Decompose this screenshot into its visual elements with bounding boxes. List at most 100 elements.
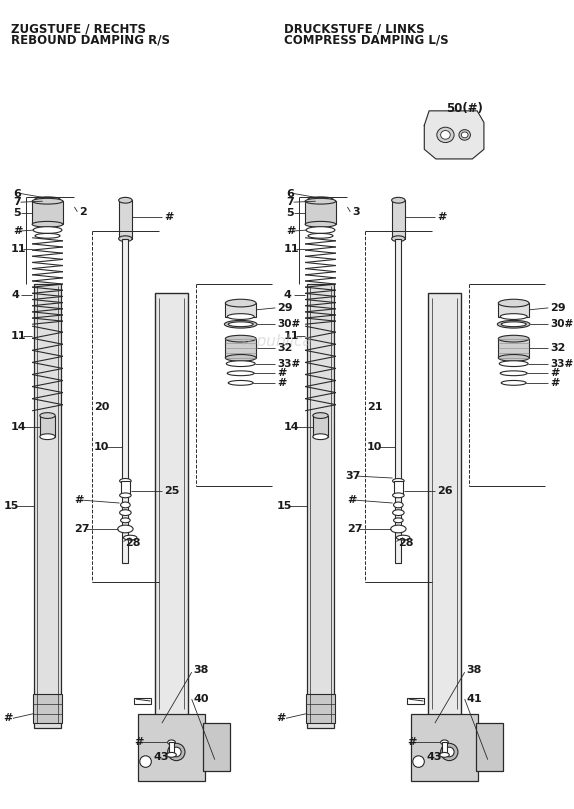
Ellipse shape xyxy=(35,234,60,238)
Bar xyxy=(305,201,336,224)
Text: republica: republica xyxy=(242,334,313,349)
Text: 43: 43 xyxy=(426,752,442,762)
Text: 32: 32 xyxy=(277,343,293,354)
Text: 10: 10 xyxy=(94,443,109,452)
Text: 30#: 30# xyxy=(550,320,573,329)
Text: 14: 14 xyxy=(284,422,300,432)
Ellipse shape xyxy=(226,335,256,342)
Bar xyxy=(40,416,55,437)
Text: 33#: 33# xyxy=(550,358,573,369)
Text: #: # xyxy=(550,378,560,388)
Text: 32: 32 xyxy=(550,343,565,354)
Bar xyxy=(226,339,256,358)
Polygon shape xyxy=(424,111,484,159)
Bar xyxy=(169,743,174,755)
Ellipse shape xyxy=(228,322,253,327)
Text: 25: 25 xyxy=(164,485,179,496)
Text: #: # xyxy=(286,226,295,236)
Text: DRUCKSTUFE / LINKS: DRUCKSTUFE / LINKS xyxy=(284,23,425,36)
Ellipse shape xyxy=(32,222,63,227)
Ellipse shape xyxy=(119,235,132,242)
Bar xyxy=(476,723,503,771)
Ellipse shape xyxy=(391,235,405,242)
Ellipse shape xyxy=(166,752,176,757)
Text: #: # xyxy=(13,226,22,236)
Ellipse shape xyxy=(391,525,406,533)
Ellipse shape xyxy=(498,335,529,342)
Bar xyxy=(33,694,62,723)
Text: #: # xyxy=(550,368,560,379)
Ellipse shape xyxy=(40,413,55,418)
Ellipse shape xyxy=(224,320,257,328)
Bar xyxy=(122,239,128,562)
Ellipse shape xyxy=(501,322,526,327)
Bar xyxy=(441,743,447,755)
Text: 41: 41 xyxy=(467,694,482,704)
Text: 29: 29 xyxy=(550,303,566,313)
Text: 5: 5 xyxy=(13,208,21,218)
Text: 15: 15 xyxy=(3,501,19,511)
Text: 27: 27 xyxy=(75,524,90,534)
Ellipse shape xyxy=(394,518,403,523)
Text: 33#: 33# xyxy=(277,358,301,369)
Text: 40: 40 xyxy=(193,694,209,704)
Text: 2: 2 xyxy=(79,207,87,217)
Ellipse shape xyxy=(226,354,256,362)
Text: 4: 4 xyxy=(284,290,292,300)
Ellipse shape xyxy=(313,434,328,439)
Bar xyxy=(121,481,130,495)
Text: 11: 11 xyxy=(284,244,300,254)
Text: ZUGSTUFE / RECHTS: ZUGSTUFE / RECHTS xyxy=(11,23,146,36)
Bar xyxy=(498,339,529,358)
Text: #: # xyxy=(276,714,286,723)
Ellipse shape xyxy=(226,299,256,307)
Bar xyxy=(138,714,205,781)
Text: 6: 6 xyxy=(13,188,21,198)
Ellipse shape xyxy=(121,502,130,508)
Ellipse shape xyxy=(441,740,448,745)
Ellipse shape xyxy=(119,197,132,203)
Ellipse shape xyxy=(498,299,529,307)
Text: #: # xyxy=(134,737,144,748)
Text: 29: 29 xyxy=(277,303,293,313)
Bar xyxy=(407,698,424,704)
Text: 10: 10 xyxy=(367,443,382,452)
Ellipse shape xyxy=(501,380,526,385)
Bar xyxy=(134,698,152,704)
Ellipse shape xyxy=(35,197,60,201)
Ellipse shape xyxy=(40,434,55,439)
Text: #: # xyxy=(75,495,84,505)
Text: 14: 14 xyxy=(11,422,26,432)
Text: 21: 21 xyxy=(367,402,382,412)
Text: 3: 3 xyxy=(352,207,360,217)
Text: 43: 43 xyxy=(153,752,169,762)
Ellipse shape xyxy=(121,518,130,523)
Text: 27: 27 xyxy=(347,524,363,534)
Ellipse shape xyxy=(393,493,404,498)
Bar xyxy=(391,201,405,239)
Ellipse shape xyxy=(308,197,333,201)
Text: REBOUND DAMPING R/S: REBOUND DAMPING R/S xyxy=(11,33,170,46)
Text: 26: 26 xyxy=(437,485,452,496)
Bar xyxy=(394,481,403,495)
Ellipse shape xyxy=(413,756,424,768)
Text: 50(#): 50(#) xyxy=(447,103,483,116)
Text: 38: 38 xyxy=(467,665,482,676)
Text: #: # xyxy=(164,212,173,222)
Ellipse shape xyxy=(226,361,255,366)
Bar xyxy=(34,284,61,728)
Text: 11: 11 xyxy=(284,331,300,341)
Ellipse shape xyxy=(123,536,137,540)
Ellipse shape xyxy=(393,510,404,515)
Text: 6: 6 xyxy=(286,188,294,198)
Ellipse shape xyxy=(308,234,333,238)
Bar xyxy=(428,294,461,728)
Ellipse shape xyxy=(391,197,405,203)
Text: #: # xyxy=(277,378,286,388)
Text: 37: 37 xyxy=(346,471,361,481)
Ellipse shape xyxy=(119,510,131,515)
Text: #: # xyxy=(347,495,357,505)
Bar xyxy=(226,303,256,316)
Text: COMPRESS DAMPING L/S: COMPRESS DAMPING L/S xyxy=(284,33,449,46)
Text: 28: 28 xyxy=(125,539,141,549)
